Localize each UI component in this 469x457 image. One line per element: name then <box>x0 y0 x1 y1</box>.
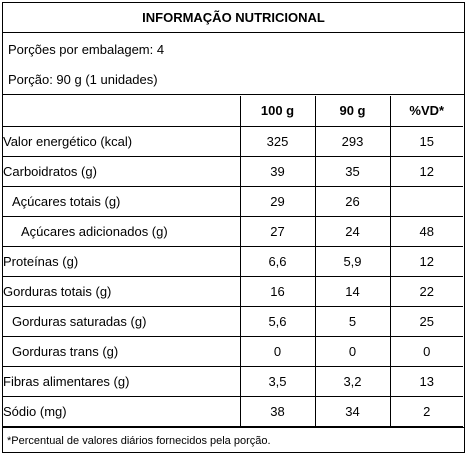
value-100g: 16 <box>239 275 316 307</box>
header-vd: %VD* <box>389 96 463 127</box>
portions-per-package: Porções por embalagem: 4 <box>8 41 165 57</box>
table-row: Gorduras totais (g) 16 14 22 <box>3 275 463 307</box>
table-row: Açúcares totais (g) 29 26 <box>3 185 463 217</box>
value-vd: 12 <box>389 245 463 277</box>
table-row: Valor energético (kcal) 325 293 15 <box>3 125 463 157</box>
value-portion: 5,9 <box>314 245 391 277</box>
nutrient-label: Sódio (mg) <box>3 395 241 427</box>
nutrition-table: 100 g 90 g %VD* Valor energético (kcal) … <box>3 96 463 427</box>
nutrient-label: Gorduras totais (g) <box>3 275 241 307</box>
nutrition-facts-panel: INFORMAÇÃO NUTRICIONAL Porções por embal… <box>2 2 465 453</box>
table-row: Sódio (mg) 38 34 2 <box>3 395 463 427</box>
value-portion: 3,2 <box>314 365 391 397</box>
value-portion: 14 <box>314 275 391 307</box>
value-100g: 6,6 <box>239 245 316 277</box>
table-row: Açúcares adicionados (g) 27 24 48 <box>3 215 463 247</box>
table-row: Proteínas (g) 6,6 5,9 12 <box>3 245 463 277</box>
value-portion: 24 <box>314 215 391 247</box>
value-portion: 35 <box>314 155 391 187</box>
value-100g: 38 <box>239 395 316 427</box>
nutrient-label: Proteínas (g) <box>3 245 241 277</box>
value-vd: 0 <box>389 335 463 367</box>
table-row: Gorduras trans (g) 0 0 0 <box>3 335 463 367</box>
panel-title: INFORMAÇÃO NUTRICIONAL <box>3 3 464 33</box>
table-row: Carboidratos (g) 39 35 12 <box>3 155 463 187</box>
nutrient-label: Gorduras saturadas (g) <box>3 305 241 337</box>
value-vd <box>389 185 463 217</box>
portion-size: Porção: 90 g (1 unidades) <box>3 65 464 95</box>
value-portion: 34 <box>314 395 391 427</box>
value-portion: 293 <box>314 125 391 157</box>
value-vd: 25 <box>389 305 463 337</box>
value-portion: 5 <box>314 305 391 337</box>
value-100g: 325 <box>239 125 316 157</box>
nutrient-label: Valor energético (kcal) <box>3 125 241 157</box>
nutrient-label: Fibras alimentares (g) <box>3 365 241 397</box>
nutrient-label: Açúcares totais (g) <box>3 185 241 217</box>
value-100g: 0 <box>239 335 316 367</box>
value-100g: 27 <box>239 215 316 247</box>
value-vd: 12 <box>389 155 463 187</box>
header-100g: 100 g <box>239 96 316 127</box>
value-vd: 2 <box>389 395 463 427</box>
value-100g: 29 <box>239 185 316 217</box>
table-row: Gorduras saturadas (g) 5,6 5 25 <box>3 305 463 337</box>
value-vd: 13 <box>389 365 463 397</box>
header-row: 100 g 90 g %VD* <box>3 96 463 127</box>
value-vd: 15 <box>389 125 463 157</box>
value-100g: 3,5 <box>239 365 316 397</box>
table-row: Fibras alimentares (g) 3,5 3,2 13 <box>3 365 463 397</box>
nutrient-label: Carboidratos (g) <box>3 155 241 187</box>
header-nutrient <box>3 96 241 127</box>
value-portion: 0 <box>314 335 391 367</box>
value-portion: 26 <box>314 185 391 217</box>
value-vd: 48 <box>389 215 463 247</box>
value-100g: 5,6 <box>239 305 316 337</box>
nutrient-label: Gorduras trans (g) <box>3 335 241 367</box>
value-vd: 22 <box>389 275 463 307</box>
footnote: *Percentual de valores diários fornecido… <box>3 427 464 454</box>
nutrient-label: Açúcares adicionados (g) <box>3 215 241 247</box>
value-100g: 39 <box>239 155 316 187</box>
header-portion: 90 g <box>314 96 391 127</box>
